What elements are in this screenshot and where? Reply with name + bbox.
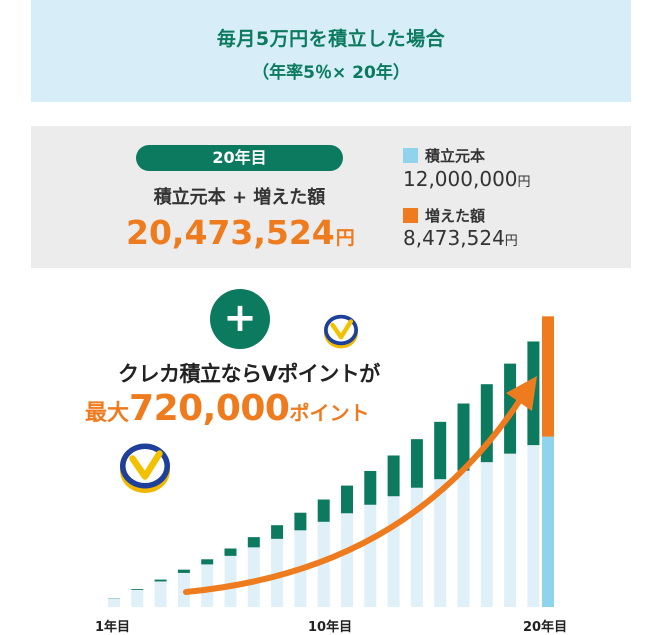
bar-principal-12 [364, 505, 376, 607]
bar-principal-16 [458, 471, 470, 607]
bar-gain-3 [155, 580, 167, 582]
bar-principal-1 [108, 598, 120, 607]
bar-principal-18 [504, 454, 516, 607]
bar-principal-2 [131, 590, 143, 607]
bar-gain-8 [271, 525, 283, 539]
v-point-coin-icon-small [324, 315, 358, 349]
bar-principal-19 [527, 445, 539, 607]
bar-principal-5 [201, 564, 213, 607]
bar-gain-10 [318, 500, 330, 522]
bar-principal-17 [481, 462, 493, 607]
bar-principal-11 [341, 513, 353, 607]
bar-gain-13 [388, 455, 400, 496]
promo-line2: 最大720,000ポイント [85, 388, 369, 429]
bar-gain-2 [131, 589, 143, 590]
bar-gain-9 [294, 513, 306, 531]
plus-icon: + [210, 289, 270, 349]
promo-suffix: ポイント [289, 401, 369, 425]
v-point-coin-icon-large [120, 444, 170, 494]
promo-amount: 720,000 [129, 388, 289, 429]
bar-principal-13 [388, 496, 400, 607]
bar-principal-7 [248, 547, 260, 607]
x-tick-label-1: 1年目 [95, 616, 130, 635]
bar-principal-20 [542, 437, 554, 607]
x-tick-label-10: 10年目 [308, 616, 352, 635]
bar-gain-11 [341, 486, 353, 514]
bar-gain-16 [458, 404, 470, 471]
x-tick-label-20: 20年目 [523, 616, 567, 635]
bar-gain-4 [178, 570, 190, 573]
promo-line1: クレカ積立ならVポイントが [118, 358, 380, 388]
bar-gain-14 [411, 439, 423, 488]
bar-gain-12 [364, 471, 376, 505]
bar-gain-20 [542, 316, 554, 436]
bar-gain-6 [225, 548, 237, 555]
bar-gain-15 [434, 422, 446, 479]
bar-gain-7 [248, 537, 260, 547]
bar-principal-6 [225, 556, 237, 607]
bar-gain-5 [201, 559, 213, 564]
bar-principal-3 [155, 581, 167, 607]
promo-prefix: 最大 [85, 401, 129, 426]
